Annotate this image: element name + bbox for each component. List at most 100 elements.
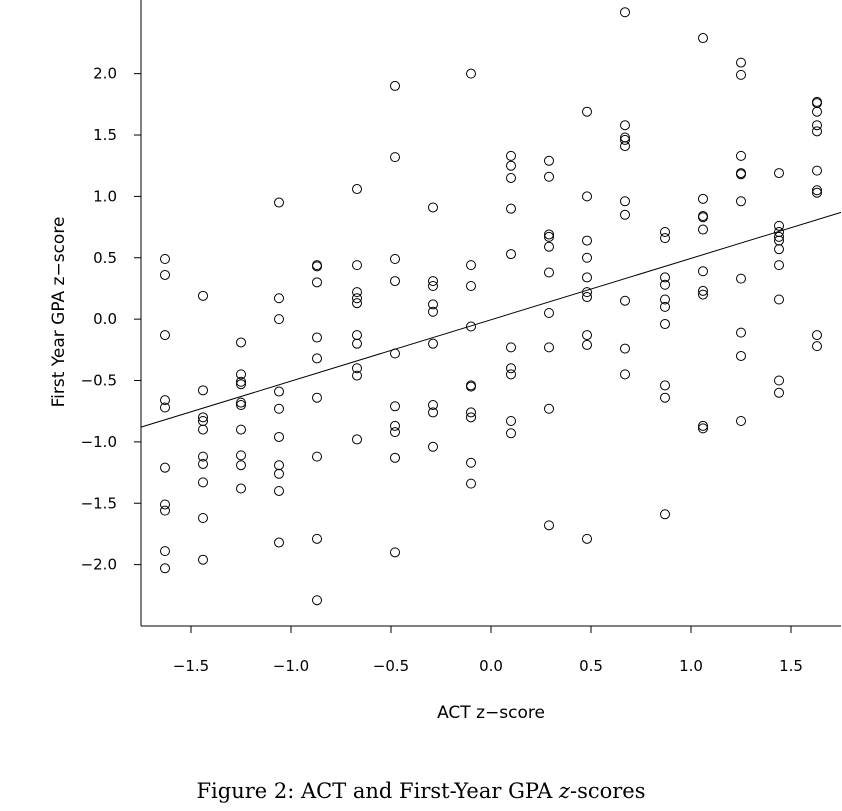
- caption-suffix: -scores: [569, 779, 646, 803]
- data-point: [774, 260, 784, 271]
- y-tick-label: 2.0: [93, 65, 117, 83]
- data-point: [160, 499, 170, 510]
- data-point: [390, 401, 400, 412]
- y-tick-label: −1.0: [81, 433, 117, 451]
- data-point: [660, 233, 670, 244]
- data-point: [466, 321, 476, 332]
- data-point: [390, 253, 400, 264]
- x-tick-label: 1.5: [779, 657, 803, 675]
- data-point: [160, 563, 170, 574]
- data-point: [390, 547, 400, 558]
- data-point: [698, 285, 708, 296]
- figure-caption: Figure 2: ACT and First-Year GPA z-score…: [0, 779, 842, 803]
- data-point: [620, 369, 630, 380]
- data-point: [428, 338, 438, 349]
- data-point: [582, 287, 592, 298]
- data-point: [312, 533, 322, 544]
- data-point: [390, 452, 400, 463]
- data-point: [506, 342, 516, 353]
- data-point: [274, 468, 284, 479]
- data-point: [160, 395, 170, 406]
- data-point: [390, 427, 400, 438]
- data-point: [428, 400, 438, 411]
- data-point: [198, 385, 208, 396]
- data-point: [506, 150, 516, 161]
- data-point: [506, 249, 516, 260]
- data-point: [736, 69, 746, 80]
- data-point: [390, 420, 400, 431]
- y-axis-label: First Year GPA z−score: [49, 217, 69, 408]
- data-point: [774, 375, 784, 386]
- data-point: [582, 191, 592, 202]
- data-point: [506, 160, 516, 171]
- data-point: [812, 106, 822, 117]
- y-ticks: −2.0 −1.5 −1.0 −0.5 0.0 0.5 1.0 1.5 2.0: [81, 65, 141, 574]
- data-point: [428, 276, 438, 287]
- data-point: [466, 478, 476, 489]
- x-tick-label: −0.5: [373, 657, 409, 675]
- data-point: [428, 306, 438, 317]
- data-point: [198, 412, 208, 423]
- data-points: [160, 7, 822, 606]
- data-point: [236, 397, 246, 408]
- data-point: [160, 505, 170, 516]
- data-point: [812, 120, 822, 131]
- data-point: [274, 314, 284, 325]
- data-point: [660, 294, 670, 305]
- data-point: [312, 595, 322, 606]
- data-point: [390, 152, 400, 163]
- y-tick-label: 0.5: [93, 249, 117, 267]
- data-point: [352, 287, 362, 298]
- data-point: [352, 184, 362, 195]
- y-tick-label: 1.0: [93, 187, 117, 205]
- caption-prefix: Figure 2: ACT and First-Year GPA: [196, 779, 559, 803]
- data-point: [620, 7, 630, 18]
- data-point: [198, 290, 208, 301]
- data-point: [428, 299, 438, 310]
- x-tick-label: −1.5: [173, 657, 209, 675]
- x-tick-label: 0.5: [579, 657, 603, 675]
- data-point: [466, 280, 476, 291]
- data-point: [160, 269, 170, 280]
- data-point: [352, 338, 362, 349]
- data-point: [660, 226, 670, 237]
- data-point: [160, 546, 170, 557]
- data-point: [582, 339, 592, 350]
- data-point: [352, 434, 362, 445]
- data-point: [620, 196, 630, 207]
- data-point: [812, 341, 822, 352]
- x-axis-label: ACT z−score: [437, 703, 545, 723]
- data-point: [160, 462, 170, 473]
- data-point: [352, 298, 362, 309]
- data-point: [312, 392, 322, 403]
- data-point: [812, 330, 822, 341]
- data-point: [506, 369, 516, 380]
- data-point: [198, 424, 208, 435]
- y-tick-label: 1.5: [93, 126, 117, 144]
- data-point: [544, 520, 554, 531]
- data-point: [698, 224, 708, 235]
- data-point: [390, 276, 400, 287]
- data-point: [352, 370, 362, 381]
- data-point: [620, 295, 630, 306]
- data-point: [660, 272, 670, 283]
- data-point: [390, 80, 400, 91]
- data-point: [274, 485, 284, 496]
- x-ticks: −1.5 −1.0 −0.5 0.0 0.5 1.0 1.5: [173, 626, 803, 675]
- x-tick-label: 1.0: [679, 657, 703, 675]
- data-point: [198, 477, 208, 488]
- data-point: [198, 451, 208, 462]
- data-point: [620, 141, 630, 152]
- data-point: [160, 402, 170, 413]
- data-point: [236, 483, 246, 494]
- data-point: [812, 126, 822, 137]
- data-point: [774, 244, 784, 255]
- data-point: [312, 277, 322, 288]
- data-point: [506, 172, 516, 183]
- data-point: [390, 348, 400, 359]
- data-point: [774, 387, 784, 398]
- data-point: [812, 187, 822, 198]
- data-point: [544, 229, 554, 240]
- data-point: [352, 330, 362, 341]
- data-point: [160, 253, 170, 264]
